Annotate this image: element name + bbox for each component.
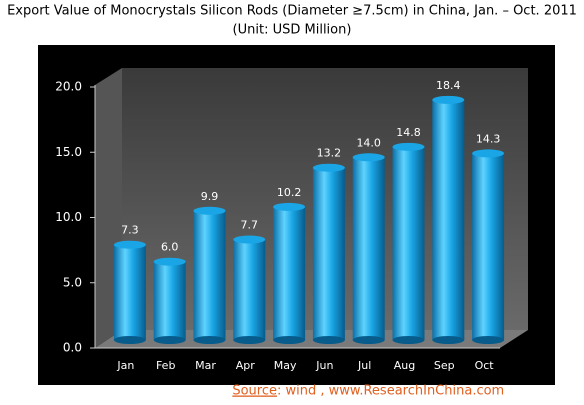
data-label: 13.2 — [317, 147, 342, 160]
y-tick-label: 20.0 — [55, 80, 82, 94]
bar-bottom — [392, 336, 425, 344]
x-tick-label: Jan — [116, 359, 134, 372]
y-tick-label: 0.0 — [63, 341, 82, 355]
x-tick-label: Jul — [357, 359, 371, 372]
bar — [432, 99, 465, 340]
bar-top — [193, 206, 226, 215]
bar-top — [273, 202, 306, 211]
source-text: : wind , www.ResearchInChina.com — [277, 384, 504, 399]
bar-top — [312, 163, 345, 172]
bar-bottom — [233, 336, 266, 344]
data-label: 18.4 — [436, 79, 461, 92]
bar-top — [472, 149, 505, 158]
bar — [472, 153, 505, 340]
data-label: 6.0 — [161, 241, 179, 254]
bar-bottom — [432, 336, 465, 344]
bar-bottom — [193, 336, 226, 344]
chart-subtitle: (Unit: USD Million) — [233, 23, 352, 38]
bar-bottom — [312, 336, 345, 344]
data-label: 14.0 — [356, 136, 381, 149]
x-tick-label: Aug — [394, 359, 415, 372]
x-tick-label: Mar — [195, 359, 216, 372]
y-tick-label: 5.0 — [63, 275, 82, 289]
data-label: 7.3 — [121, 224, 139, 237]
bar — [193, 210, 226, 340]
bar-bottom — [113, 336, 146, 344]
x-tick-label: May — [274, 359, 297, 372]
bar-top — [432, 95, 465, 104]
data-label: 14.8 — [396, 126, 421, 139]
bar-top — [352, 153, 385, 162]
bar — [113, 244, 146, 340]
y-tick-label: 15.0 — [55, 145, 82, 159]
bar-bottom — [153, 336, 186, 344]
bar-top — [153, 257, 186, 266]
bar-top — [392, 142, 425, 151]
x-tick-label: Sep — [434, 359, 455, 372]
bar — [352, 157, 385, 340]
data-label: 9.9 — [201, 190, 219, 203]
bar-top — [113, 240, 146, 249]
bar-bottom — [472, 336, 505, 344]
bar-top — [233, 235, 266, 244]
chart-title: Export Value of Monocrystals Silicon Rod… — [7, 4, 577, 19]
bar — [153, 261, 186, 340]
source-label: Source — [232, 384, 277, 399]
y-tick-label: 10.0 — [55, 210, 82, 224]
bar — [392, 146, 425, 340]
x-tick-label: Jun — [315, 359, 333, 372]
x-tick-label: Oct — [475, 359, 495, 372]
x-tick-label: Feb — [156, 359, 175, 372]
data-label: 14.3 — [476, 132, 501, 145]
bar — [312, 167, 345, 340]
bar-bottom — [352, 336, 385, 344]
bar — [273, 206, 306, 340]
data-label: 7.7 — [241, 219, 259, 232]
x-tick-label: Apr — [236, 359, 256, 372]
bar-bottom — [273, 336, 306, 344]
bar — [233, 239, 266, 340]
data-label: 10.2 — [277, 186, 302, 199]
